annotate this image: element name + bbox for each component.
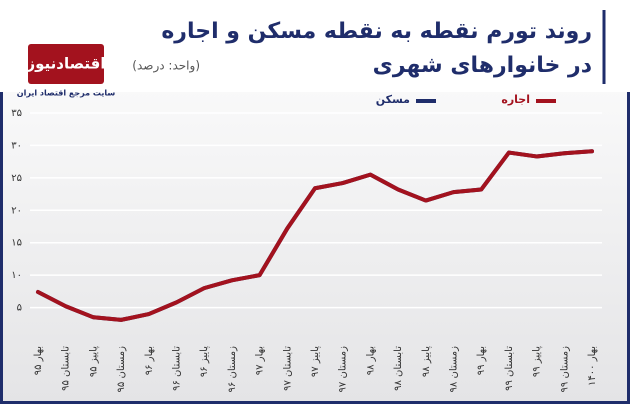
x-tick-label: بهار ۱۴۰۰ xyxy=(587,346,598,386)
y-tick-label: ۵ xyxy=(17,303,22,314)
x-tick-label: پاییز ۹۵ xyxy=(88,346,99,377)
y-tick-label: ۱۰ xyxy=(11,270,22,281)
x-tick-label: بهار ۹۶ xyxy=(144,346,155,375)
x-tick-label: تابستان ۹۸ xyxy=(393,346,404,391)
unit-note: (واحد: درصد) xyxy=(132,59,200,74)
legend-label: مسکن xyxy=(376,93,410,106)
logo-tagline: سایت مرجع اقتصاد ایران xyxy=(17,89,116,98)
y-tick-label: ۲۰ xyxy=(11,205,22,216)
logo xyxy=(28,44,104,84)
header xyxy=(0,0,630,92)
chart-title: در خانوارهای شهری xyxy=(373,53,592,78)
x-tick-label: پاییز ۹۶ xyxy=(199,346,210,377)
x-tick-label: بهار ۹۸ xyxy=(365,346,376,375)
x-tick-label: پاییز ۹۷ xyxy=(310,346,321,377)
y-tick-label: ۲۵ xyxy=(11,173,22,184)
x-tick-label: تابستان ۹۷ xyxy=(282,346,293,391)
x-tick-label: پاییز ۹۸ xyxy=(421,346,432,377)
chart-title: روند تورم نقطه به نقطه مسکن و اجاره xyxy=(161,19,592,44)
logo-text: اقتصادنیوز xyxy=(26,55,106,73)
x-tick-label: پاییز ۹۹ xyxy=(532,346,543,377)
series-line xyxy=(36,149,594,322)
x-tick-label: بهار ۹۷ xyxy=(255,346,266,375)
x-tick-label: زمستان ۹۸ xyxy=(449,346,460,393)
x-tick-label: بهار ۹۵ xyxy=(33,346,44,375)
y-tick-label: ۳۵ xyxy=(11,108,22,119)
x-tick-label: بهار ۹۹ xyxy=(476,346,487,375)
legend-label: اجاره xyxy=(501,93,530,106)
x-tick-label: زمستان ۹۹ xyxy=(559,346,570,393)
y-tick-label: ۳۰ xyxy=(11,140,22,151)
x-tick-label: تابستان ۹۹ xyxy=(504,346,515,391)
y-tick-label: ۱۵ xyxy=(11,238,22,249)
x-tick-label: زمستان ۹۶ xyxy=(227,346,238,393)
x-tick-label: زمستان ۹۷ xyxy=(338,346,349,393)
x-tick-label: زمستان ۹۵ xyxy=(116,346,127,393)
x-tick-label: تابستان ۹۶ xyxy=(172,346,183,391)
x-tick-label: تابستان ۹۵ xyxy=(61,346,72,391)
